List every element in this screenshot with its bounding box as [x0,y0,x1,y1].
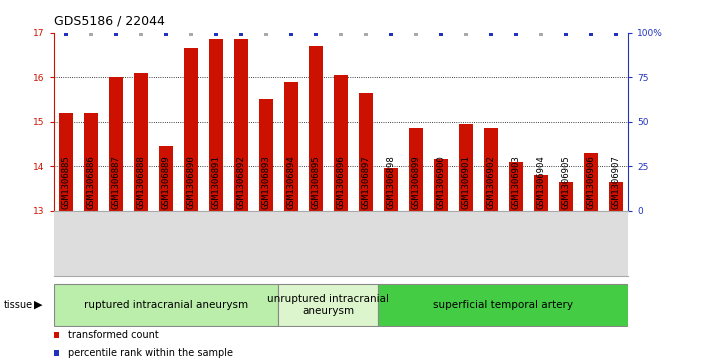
Text: GDS5186 / 22044: GDS5186 / 22044 [54,15,164,28]
Bar [284,82,298,211]
Bar [509,162,523,211]
Bar [484,128,498,211]
FancyBboxPatch shape [278,284,378,326]
Bar [234,39,248,211]
FancyBboxPatch shape [54,284,278,326]
Bar [334,75,348,211]
Bar [84,113,98,211]
Bar [184,48,198,211]
Text: ruptured intracranial aneurysm: ruptured intracranial aneurysm [84,300,248,310]
Bar [459,124,473,211]
Text: ▶: ▶ [34,300,43,310]
Bar [109,77,123,211]
Bar [159,146,173,211]
Bar [384,168,398,211]
Text: transformed count: transformed count [68,330,159,340]
Bar [434,159,448,211]
Bar [209,39,223,211]
Text: tissue: tissue [4,300,33,310]
Text: superficial temporal artery: superficial temporal artery [433,300,573,310]
Bar [134,73,148,211]
Bar [259,99,273,211]
Bar [609,182,623,211]
Bar [409,128,423,211]
Bar [559,182,573,211]
Text: percentile rank within the sample: percentile rank within the sample [68,348,233,358]
Bar [534,175,548,211]
Text: unruptured intracranial
aneurysm: unruptured intracranial aneurysm [268,294,389,316]
Bar [309,46,323,211]
Bar [359,93,373,211]
Bar [584,153,598,211]
FancyBboxPatch shape [378,284,628,326]
Bar [59,113,73,211]
